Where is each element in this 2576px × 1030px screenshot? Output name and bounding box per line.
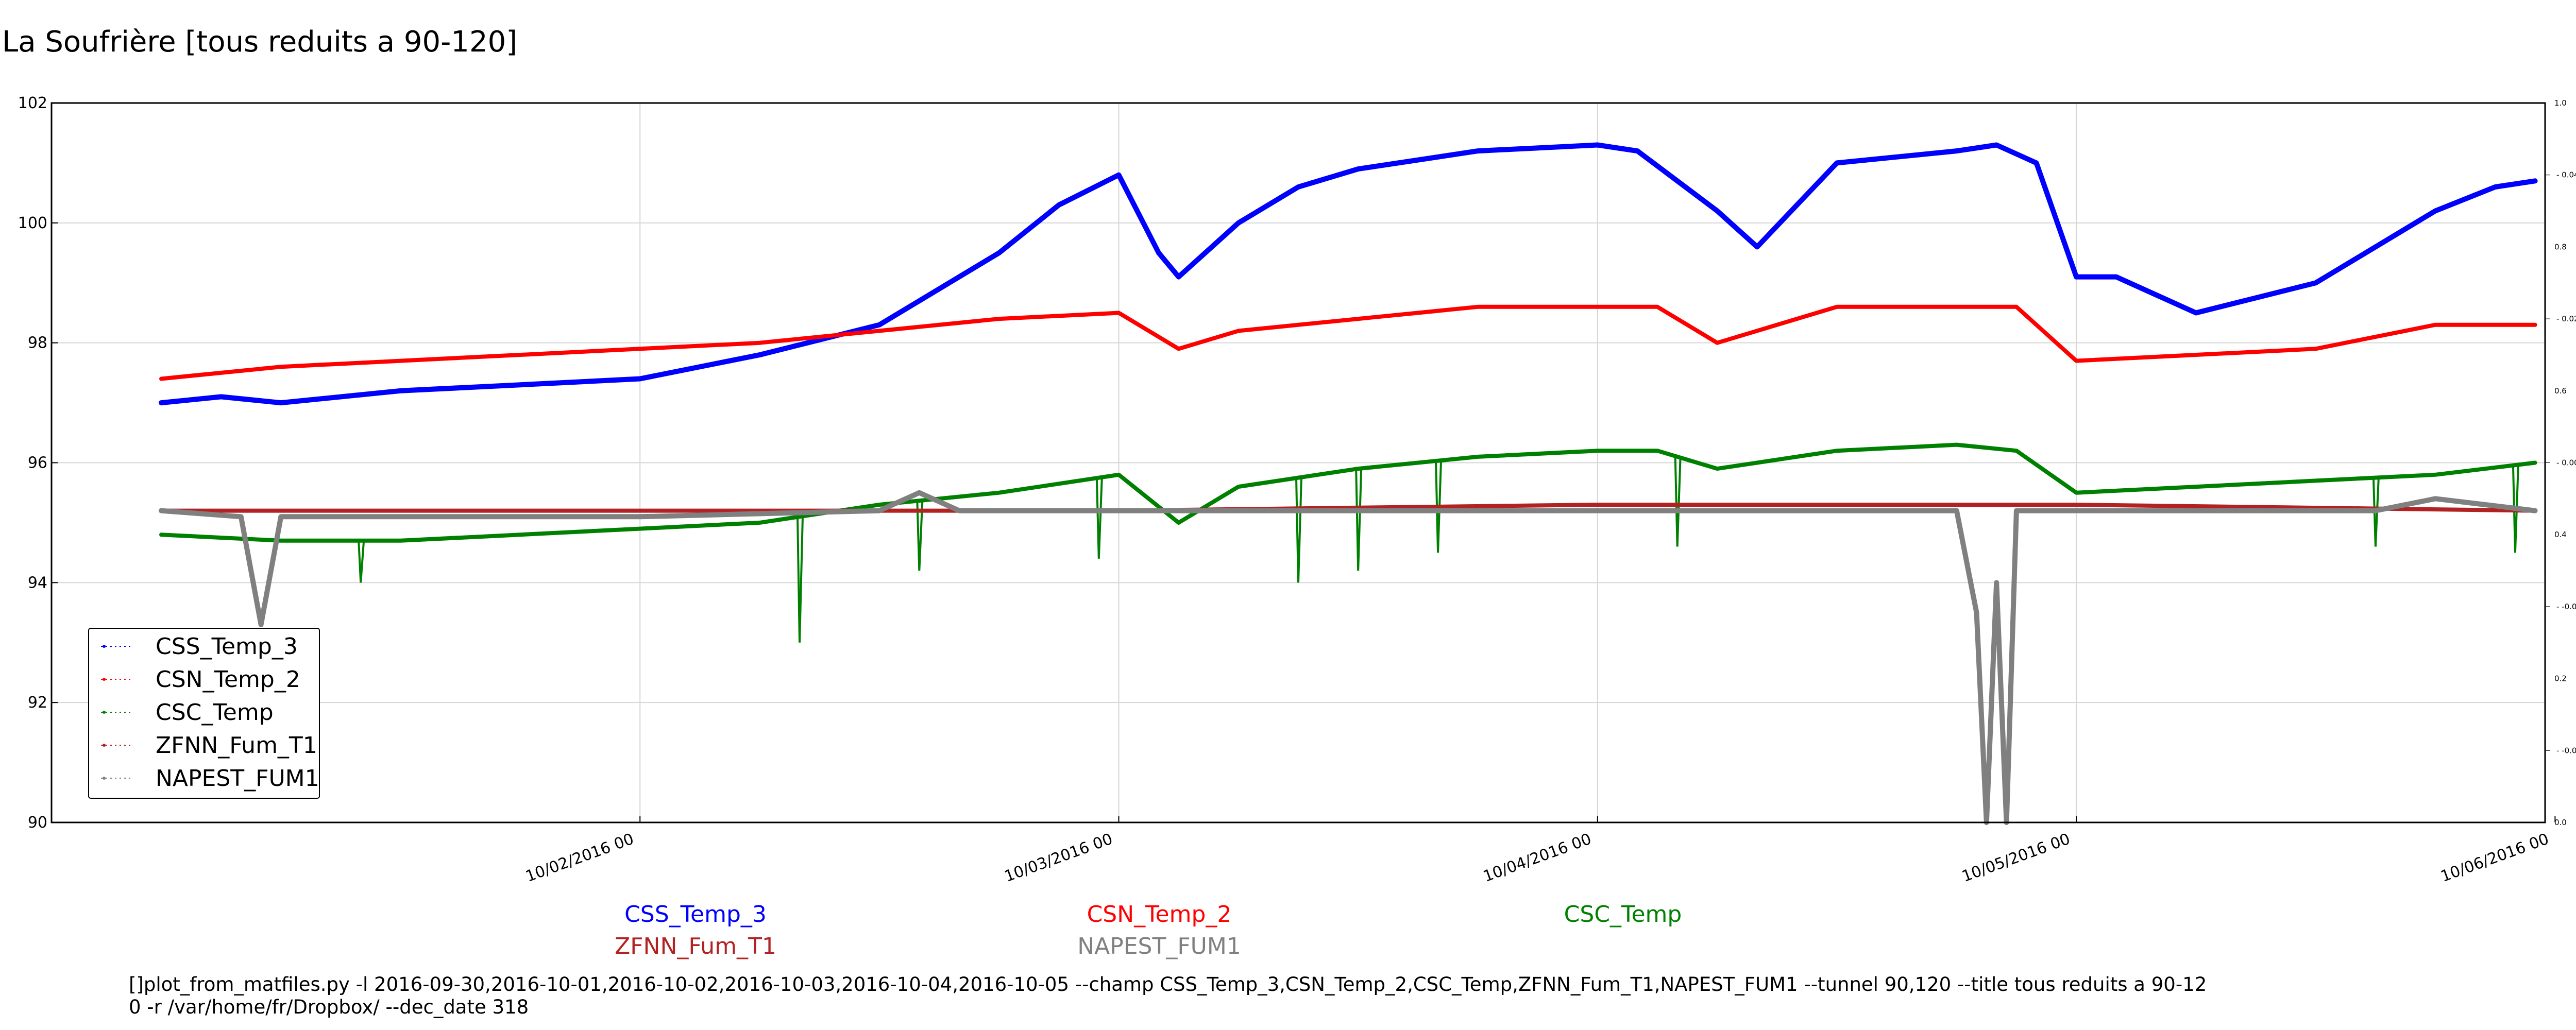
- y-tick-label: 90: [28, 814, 47, 832]
- right-axis: 1.0 0.8 0.6 0.4 0.2 0.0 - 0.04 - 0.02 - 0.00 - -0…: [2545, 98, 2576, 827]
- x-tick-label: 10/02/2016 00: [523, 830, 636, 886]
- series-dip: [1435, 460, 1443, 553]
- series-name-label: CSC_Temp: [1564, 901, 1682, 928]
- right-inner-tick-label: - 0.04: [2556, 170, 2576, 180]
- legend-label: CSN_Temp_2: [156, 666, 300, 693]
- x-tick-label: 10/04/2016 00: [1481, 830, 1594, 886]
- command-line: []plot_from_matfiles.py -l 2016-09-30,20…: [129, 973, 2207, 1018]
- series-labels: CSS_Temp_3 CSN_Temp_2 CSC_Temp ZFNN_Fum_T1 N…: [615, 901, 1682, 959]
- series-dip: [916, 501, 924, 571]
- y-tick-label: 98: [28, 334, 47, 352]
- legend-marker: [103, 711, 106, 714]
- right-inner-tick-label: - 0.02: [2556, 314, 2576, 323]
- x-axis: 10/02/2016 00 10/03/2016 00 10/04/2016 00 1…: [523, 816, 2556, 886]
- right-inner-tick-label: - 0.00: [2556, 458, 2576, 468]
- legend-label: ZFNN_Fum_T1: [156, 732, 317, 759]
- series-dip: [1674, 456, 1682, 547]
- chart-title: La Soufrière [tous reduits a 90-120]: [2, 25, 517, 59]
- y-tick-label: 100: [18, 214, 47, 232]
- series-line: [159, 142, 2538, 406]
- legend-marker: [103, 645, 106, 648]
- series-name-label: CSS_Temp_3: [624, 901, 767, 928]
- series-dip: [2372, 477, 2380, 547]
- series-group: [159, 142, 2538, 825]
- right-inner-tick-label: - -0.04: [2556, 746, 2576, 755]
- series-dip: [358, 540, 365, 583]
- y-tick-label: 102: [18, 94, 47, 112]
- right-tick-label: 1.0: [2554, 98, 2567, 108]
- series-line: [159, 304, 2537, 381]
- series-dip: [2512, 465, 2519, 553]
- series-line: [159, 490, 2538, 825]
- series-name-label: NAPEST_FUM1: [1077, 933, 1241, 959]
- y-tick-label: 92: [28, 694, 47, 712]
- right-inner-tick-label: - -0.02: [2556, 602, 2576, 611]
- x-tick-label: 10/05/2016 00: [1960, 830, 2073, 886]
- right-tick-label: 0.2: [2554, 674, 2567, 683]
- series-dip: [1095, 477, 1103, 559]
- series-name-label: ZFNN_Fum_T1: [615, 933, 776, 959]
- series-dip: [1355, 469, 1363, 571]
- series-dip: [796, 517, 804, 643]
- right-tick-label: 0.8: [2554, 242, 2567, 251]
- legend-label: NAPEST_FUM1: [156, 765, 319, 792]
- right-tick-label: 0.6: [2554, 386, 2567, 396]
- series-dip: [1295, 477, 1302, 583]
- y-axis: 90 92 94 96 98 100 102: [18, 94, 58, 832]
- series-name-label: CSN_Temp_2: [1087, 901, 1232, 928]
- legend: CSS_Temp_3 CSN_Temp_2 CSC_Temp ZFNN_Fum_T1 N…: [88, 628, 320, 799]
- legend-box: [88, 628, 320, 799]
- legend-marker: [103, 777, 106, 780]
- y-tick-label: 94: [28, 574, 47, 592]
- legend-marker: [103, 744, 106, 747]
- series-line: [159, 442, 2537, 543]
- x-tick-label: 10/03/2016 00: [1002, 830, 1115, 886]
- grid: [52, 103, 2545, 822]
- legend-label: CSC_Temp: [156, 699, 274, 726]
- y-tick-label: 96: [28, 454, 47, 472]
- right-tick-label: 0.0: [2554, 818, 2567, 827]
- series-line: [159, 503, 2537, 513]
- x-tick-label: 10/06/2016 00: [2438, 830, 2551, 886]
- right-tick-label: 0.4: [2554, 530, 2567, 539]
- legend-marker: [103, 678, 106, 681]
- legend-label: CSS_Temp_3: [156, 633, 298, 660]
